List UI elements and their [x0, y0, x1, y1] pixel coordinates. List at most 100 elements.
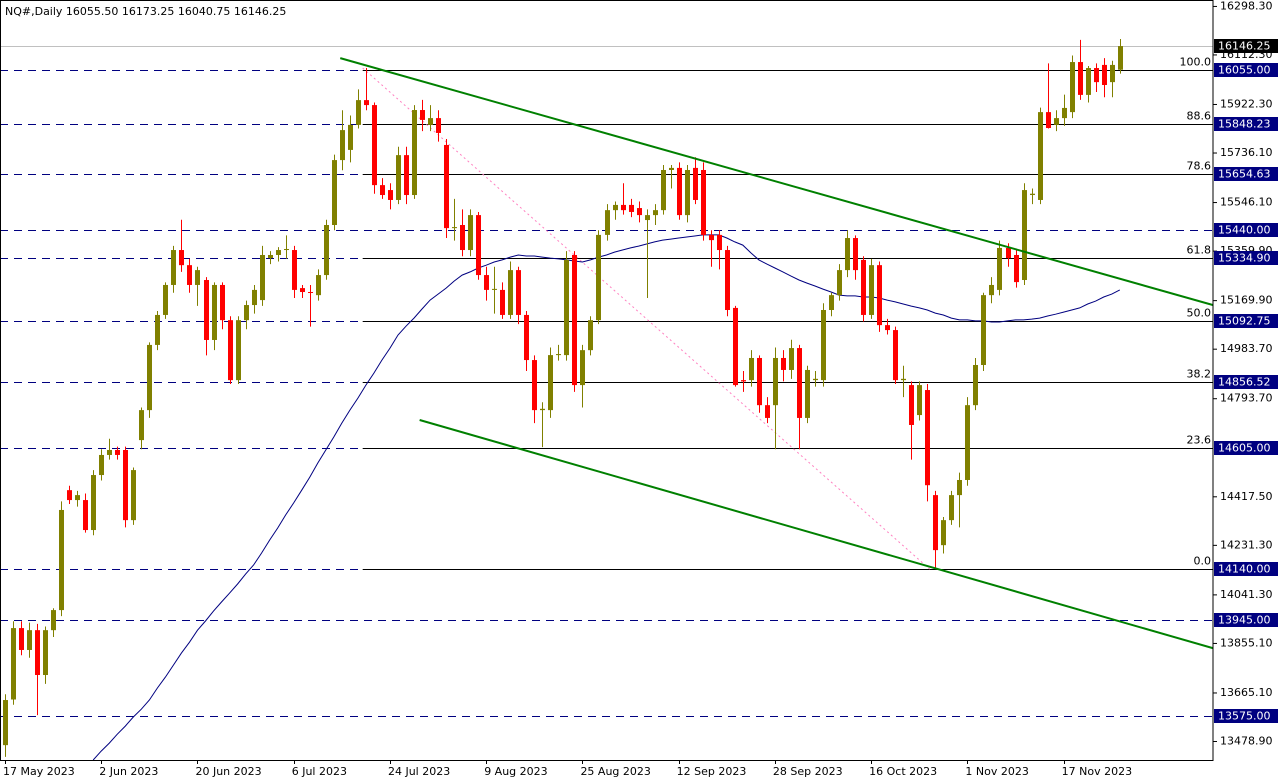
level-label: 15092.75	[1218, 315, 1271, 328]
candle-body	[316, 275, 321, 296]
y-tick-label: 15736.10	[1220, 146, 1273, 159]
fib-label: 23.6	[1187, 434, 1212, 447]
candle-body	[324, 225, 329, 276]
candle-body	[837, 270, 842, 296]
fib-label: 38.2	[1187, 368, 1212, 381]
y-tick-label: 15169.90	[1220, 294, 1273, 307]
candle-body	[973, 365, 978, 406]
candle-body	[412, 110, 417, 196]
x-tick-label: 16 Oct 2023	[869, 765, 937, 778]
candle-body	[1054, 118, 1059, 125]
x-tick-label: 1 Nov 2023	[965, 765, 1028, 778]
level-box	[1214, 117, 1278, 131]
candle-body	[380, 185, 385, 196]
candle-body	[163, 284, 168, 315]
candle-body	[43, 630, 48, 676]
y-tick-label: 14983.70	[1220, 342, 1273, 355]
candle-body	[1086, 68, 1091, 95]
candle-body	[155, 314, 160, 345]
current-price-box	[1214, 39, 1278, 53]
fib-label: 88.6	[1187, 110, 1212, 123]
candle-body	[989, 284, 994, 296]
candle-body	[404, 155, 409, 196]
candle-body	[452, 227, 457, 229]
chart-title: NQ#,Daily 16055.50 16173.25 16040.75 161…	[5, 5, 286, 18]
candle-body	[877, 265, 882, 326]
candle-body	[51, 610, 56, 631]
candle-body	[677, 167, 682, 216]
candle-body	[997, 247, 1002, 290]
level-label: 15654.63	[1218, 168, 1271, 181]
level-box	[1214, 63, 1278, 77]
candle-body	[1030, 193, 1035, 196]
candle-body	[637, 208, 642, 216]
candle-body	[508, 270, 513, 315]
current-price-label: 16146.25	[1218, 40, 1271, 53]
candle-body	[195, 270, 200, 285]
plot: 100.0 88.6 78.6 61.8 50.0 38.2 23.6 0.0	[0, 39, 1213, 760]
level-label: 16055.00	[1218, 64, 1271, 77]
candle-body	[733, 307, 738, 386]
level-box	[1214, 709, 1278, 723]
y-tick-label: 13478.90	[1220, 735, 1273, 748]
candle-body	[613, 204, 618, 211]
candle-body	[773, 357, 778, 406]
candle-body	[220, 284, 225, 321]
candle-body	[468, 215, 473, 251]
candle-body	[212, 284, 217, 340]
x-tick-label: 17 May 2023	[3, 765, 75, 778]
trendline	[339, 57, 1213, 307]
candle-body	[885, 325, 890, 331]
level-label: 15848.23	[1218, 118, 1271, 131]
candle-body	[372, 105, 377, 186]
candle-body	[621, 204, 626, 211]
candle-body	[941, 520, 946, 546]
candle-body	[27, 630, 32, 650]
x-tick-label: 25 Aug 2023	[580, 765, 650, 778]
candle-body	[252, 289, 257, 306]
candle-body	[67, 490, 72, 501]
level-label: 15440.00	[1218, 224, 1271, 237]
x-tick-label: 28 Sep 2023	[773, 765, 843, 778]
candle-body	[444, 144, 449, 229]
y-tick-label: 13855.10	[1220, 636, 1273, 649]
x-tick-label: 12 Sep 2023	[677, 765, 747, 778]
candle-body	[749, 357, 754, 381]
fib-label: 0.0	[1194, 555, 1212, 568]
candle-body	[861, 259, 866, 315]
candle-body	[821, 309, 826, 381]
candle-body	[765, 405, 770, 418]
candle-body	[548, 355, 553, 411]
candle-body	[292, 250, 297, 290]
candle-body	[853, 238, 858, 271]
candle-body	[669, 167, 674, 170]
level-box	[1214, 223, 1278, 237]
y-tick-label: 15546.10	[1220, 196, 1273, 209]
candle-body	[813, 378, 818, 381]
level-label: 14856.52	[1218, 376, 1271, 389]
x-tick-label: 9 Aug 2023	[484, 765, 547, 778]
level-label: 14605.00	[1218, 442, 1271, 455]
level-box	[1214, 562, 1278, 576]
candle-body	[709, 234, 714, 241]
fib-anchor-line	[362, 67, 931, 570]
candle-body	[500, 289, 505, 315]
candle-body	[228, 320, 233, 381]
candle-body	[1038, 112, 1043, 200]
fib-label: 61.8	[1187, 244, 1212, 257]
candle-body	[356, 100, 361, 125]
level-label: 13575.00	[1218, 710, 1271, 723]
candle-body	[532, 360, 537, 411]
candle-body	[845, 238, 850, 271]
x-tick-label: 6 Jul 2023	[292, 765, 347, 778]
candle-body	[19, 628, 24, 650]
candle-body	[701, 169, 706, 235]
candle-body	[308, 292, 313, 294]
candle-body	[1046, 112, 1051, 129]
candle-body	[596, 234, 601, 321]
candle-body	[244, 305, 249, 321]
y-tick-label: 14793.70	[1220, 392, 1273, 405]
y-tick-label: 14231.30	[1220, 538, 1273, 551]
level-label: 15334.90	[1218, 252, 1271, 265]
